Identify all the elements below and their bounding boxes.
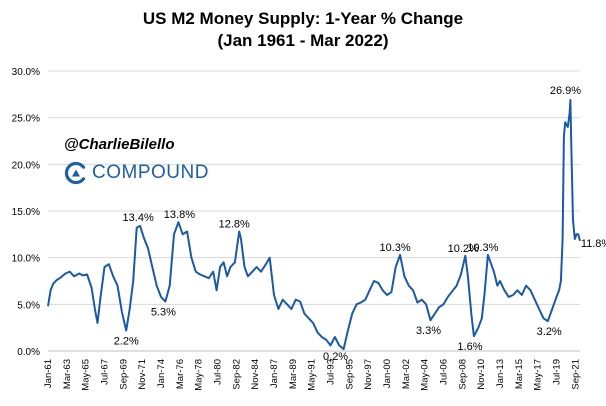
x-tick-label: Sep-82 [231, 359, 242, 390]
y-tick-label: 20.0% [12, 160, 40, 171]
series-line-m2 [47, 98, 581, 351]
x-tick-label: Sep-69 [118, 359, 129, 390]
data-label: 12.8% [219, 219, 250, 231]
y-tick-label: 25.0% [12, 114, 40, 125]
x-tick-label: Mar-63 [62, 359, 73, 389]
x-tick-label: May-78 [194, 359, 205, 391]
x-tick-label: Mar-02 [401, 359, 412, 389]
x-tick-label: Jan-61 [43, 359, 54, 388]
x-tick-label: May-04 [420, 359, 431, 391]
x-tick-label: Jul-67 [100, 359, 111, 385]
x-tick-label: Mar-76 [175, 359, 186, 389]
chart-title: US M2 Money Supply: 1-Year % Change (Jan… [0, 8, 606, 52]
y-tick-label: 10.0% [12, 254, 40, 265]
compound-logo: COMPOUND [64, 161, 209, 185]
data-label: 13.4% [123, 212, 154, 224]
x-tick-label: Sep-08 [457, 359, 468, 390]
data-label: 2.2% [114, 335, 139, 347]
x-tick-label: Nov-97 [363, 359, 374, 390]
x-tick-label: Jan-87 [269, 359, 280, 388]
compound-logo-icon [64, 161, 86, 185]
y-tick-label: 0.0% [17, 347, 40, 358]
x-tick-label: May-91 [307, 359, 318, 391]
x-tick-label: May-65 [81, 359, 92, 391]
chart-title-line2: (Jan 1961 - Mar 2022) [217, 31, 389, 50]
data-label: 10.3% [379, 242, 410, 254]
x-tick-label: Jan-74 [156, 359, 167, 388]
y-tick-label: 15.0% [12, 207, 40, 218]
data-label: 11.8% [581, 238, 606, 250]
data-label: 0.2% [323, 351, 348, 363]
x-tick-label: May-17 [533, 359, 544, 391]
x-tick-label: Jul-06 [439, 359, 450, 385]
y-tick-label: 5.0% [17, 300, 40, 311]
x-tick-label: Jul-19 [552, 359, 563, 385]
x-tick-label: Jan-00 [382, 359, 393, 388]
x-tick-label: Nov-10 [476, 359, 487, 390]
logo-text: COMPOUND [92, 162, 209, 183]
x-tick-label: Nov-84 [250, 359, 261, 390]
data-label: 5.3% [151, 307, 176, 319]
data-label: 10.2% [448, 243, 479, 255]
x-tick-label: Nov-71 [137, 359, 148, 390]
x-tick-label: Mar-15 [514, 359, 525, 389]
data-label: 3.2% [537, 326, 562, 338]
x-tick-label: Jan-13 [495, 359, 506, 388]
chart-title-line1: US M2 Money Supply: 1-Year % Change [142, 9, 464, 28]
x-tick-label: Jul-93 [326, 359, 337, 385]
data-label: 10.3% [467, 242, 498, 254]
data-label: 3.3% [416, 325, 441, 337]
y-tick-label: 30.0% [12, 67, 40, 78]
data-label: 26.9% [550, 85, 581, 97]
x-tick-label: Mar-89 [288, 359, 299, 389]
twitter-handle: @CharlieBilello [64, 136, 175, 153]
x-tick-label: Sep-21 [570, 359, 581, 390]
x-tick-label: Sep-95 [344, 359, 355, 390]
data-label: 13.8% [164, 209, 195, 221]
data-label: 1.6% [457, 341, 482, 353]
x-tick-label: Jul-80 [213, 359, 224, 385]
